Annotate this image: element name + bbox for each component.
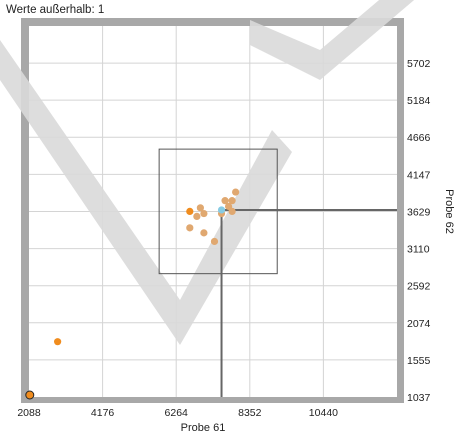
y-tick-label: 1037 <box>407 392 431 404</box>
data-point <box>186 224 194 232</box>
y-tick-label: 3629 <box>407 206 431 218</box>
data-point <box>54 338 62 346</box>
x-axis-ticks: 2088 4176 6264 8352 10440 <box>17 407 338 419</box>
data-point <box>217 206 226 214</box>
data-point <box>228 207 236 215</box>
data-point <box>200 209 208 218</box>
crosshair <box>220 208 397 397</box>
x-axis-title: Probe 61 <box>181 422 226 434</box>
watermark-check-mark <box>0 0 415 345</box>
outlier-count-note: Werte außerhalb: 1 <box>6 4 104 16</box>
y-tick-label: 4147 <box>407 169 431 181</box>
x-tick-label: 4176 <box>91 407 115 419</box>
x-tick-label: 6264 <box>165 407 189 419</box>
y-tick-label: 5184 <box>407 95 431 107</box>
y-axis-title: Probe 62 <box>443 189 455 234</box>
data-point <box>232 188 240 196</box>
y-tick-label: 4666 <box>407 132 431 144</box>
data-points <box>25 188 240 400</box>
data-point <box>196 204 204 212</box>
y-tick-label: 1555 <box>407 355 431 367</box>
data-point <box>193 212 201 221</box>
x-tick-label: 8352 <box>238 407 262 419</box>
data-point <box>224 202 233 210</box>
data-point <box>221 197 229 205</box>
y-axis-ticks: 1037 1555 2074 2592 3110 3629 4147 4666 5184 5702 <box>407 58 431 404</box>
selection-rect <box>158 148 278 275</box>
y-tick-label: 2592 <box>407 281 431 293</box>
data-point <box>186 207 194 215</box>
data-point-outlier <box>25 390 35 400</box>
y-tick-label: 2074 <box>407 318 431 330</box>
y-tick-label: 5702 <box>407 58 431 70</box>
data-point <box>210 237 219 246</box>
x-tick-label: 2088 <box>17 407 41 419</box>
selection-box[interactable] <box>158 148 278 275</box>
x-tick-label: 10440 <box>309 407 338 419</box>
data-point <box>228 197 236 205</box>
data-point <box>200 229 208 237</box>
y-tick-label: 3110 <box>407 244 430 256</box>
